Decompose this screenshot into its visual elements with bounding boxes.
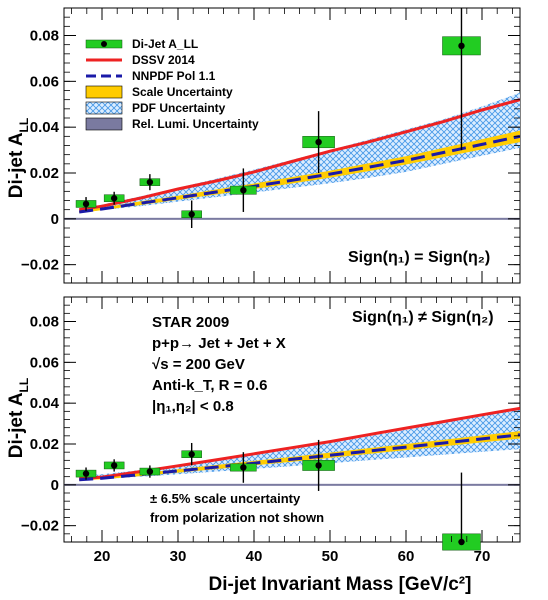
annotation-line: STAR 2009	[152, 314, 229, 331]
top-y-tick-label: 0.08	[30, 28, 59, 45]
top-dssv-curve	[78, 98, 520, 212]
bottom-sign-label: Sign(η₁) ≠ Sign(η₂)	[352, 309, 494, 326]
bottom-y-tick-label: 0.02	[30, 436, 59, 453]
annotation-line: |η₁,η₂| < 0.8	[152, 398, 234, 415]
legend-swatch-scale	[85, 85, 123, 99]
experiment-annotation: STAR 2009 p+p→ Jet + Jet + X √s = 200 GeV A…	[152, 314, 286, 415]
bottom-data-point	[302, 439, 335, 491]
bottom-nnpdf-curve	[79, 433, 520, 482]
top-y-tick-label: 0	[51, 211, 59, 228]
top-marker	[458, 42, 465, 50]
top-marker	[240, 186, 247, 194]
bottom-y-tick-label: 0.08	[30, 314, 59, 331]
bottom-data-point	[230, 452, 257, 483]
legend-label: NNPDF Pol 1.1	[132, 69, 216, 83]
top-marker	[146, 178, 154, 186]
annotation-line: √s = 200 GeV	[152, 356, 245, 373]
bottom-marker	[82, 470, 90, 477]
bottom-data-point	[139, 465, 161, 478]
top-data-point	[181, 200, 202, 228]
legend-entry: Di-Jet A_LL	[85, 37, 198, 51]
top-data-point	[302, 111, 335, 173]
top-y-axis-title: Di-jet ALL	[6, 118, 31, 198]
bottom-scale-uncertainty-band	[79, 431, 520, 481]
top-y-tick-label: 0.06	[30, 73, 59, 90]
x-tick-label: 20	[94, 548, 111, 565]
x-tick-label: 30	[170, 548, 187, 565]
bottom-marker	[110, 462, 118, 469]
legend-entry: Rel. Lumi. Uncertainty	[85, 117, 259, 131]
legend-label: DSSV 2014	[132, 53, 195, 67]
annotation-line: Anti-k_T, R = 0.6	[152, 377, 267, 394]
x-tick-label: 70	[474, 548, 491, 565]
bottom-data-point	[103, 459, 125, 472]
x-tick-label: 40	[246, 548, 263, 565]
bottom-y-tick-label: 0	[51, 477, 59, 494]
annotation-line: p+p→ Jet + Jet + X	[152, 335, 286, 352]
bottom-data-point	[75, 467, 97, 480]
top-y-tick-label: 0.04	[30, 119, 60, 136]
legend-entry: Scale Uncertainty	[85, 85, 233, 99]
top-sign-label: Sign(η₁) = Sign(η₂)	[348, 249, 490, 266]
top-legend: Di-Jet A_LL DSSV 2014 NNPDF Pol 1.1 Scale U…	[85, 37, 259, 131]
top-marker	[82, 200, 90, 208]
legend-marker	[101, 41, 107, 47]
legend-swatch-lumi	[85, 117, 123, 131]
bottom-marker	[188, 451, 195, 458]
legend-label: PDF Uncertainty	[132, 101, 226, 115]
top-data-point	[230, 168, 257, 212]
bottom-marker	[315, 462, 322, 469]
top-data-point	[442, 8, 481, 151]
bottom-rel-lumi-band	[64, 483, 520, 486]
top-rel-lumi-band	[64, 217, 520, 220]
top-marker	[110, 195, 118, 202]
bottom-y-tick-label: 0.04	[30, 395, 60, 412]
legend-swatch-pdf	[85, 101, 123, 115]
legend-label: Rel. Lumi. Uncertainty	[132, 117, 259, 131]
legend-label: Di-Jet A_LL	[132, 37, 198, 51]
top-data-point	[75, 197, 97, 211]
bottom-y-tick-label: −0.02	[21, 518, 59, 535]
note-line: from polarization not shown	[150, 510, 324, 525]
note-line: ± 6.5% scale uncertainty	[150, 491, 301, 506]
x-tick-label: 60	[398, 548, 415, 565]
bottom-plot-frame	[63, 296, 521, 543]
top-nnpdf-curve	[79, 134, 520, 214]
top-y-tick-label: 0.02	[30, 165, 59, 182]
polarization-note: ± 6.5% scale uncertainty from polarizatio…	[150, 491, 324, 525]
top-panel: −0.02 0 0.02 0.04 0.06 0.08 Di-jet ALL Di-Jet…	[6, 7, 521, 284]
legend-entry: DSSV 2014	[86, 53, 195, 67]
legend-label: Scale Uncertainty	[132, 85, 233, 99]
top-marker	[188, 211, 195, 218]
bottom-marker	[240, 464, 247, 471]
bottom-y-tick-label: 0.06	[30, 354, 59, 371]
x-axis-title: Di-jet Invariant Mass [GeV/c²]	[209, 574, 472, 595]
legend-entry: PDF Uncertainty	[85, 101, 226, 115]
bottom-data-point	[181, 442, 202, 466]
top-marker	[315, 138, 322, 146]
top-y-tick-label: −0.02	[21, 257, 59, 274]
bottom-marker	[146, 468, 154, 475]
legend-entry: NNPDF Pol 1.1	[86, 69, 216, 83]
bottom-marker	[458, 538, 465, 546]
bottom-panel: −0.02 0 0.02 0.04 0.06 0.08 20 30 40 50 60 70 Di-je…	[6, 296, 521, 595]
top-data-point	[103, 191, 125, 205]
bottom-y-axis-title: Di-jet ALL	[6, 378, 31, 458]
x-tick-label: 50	[322, 548, 339, 565]
top-data-point	[139, 174, 161, 191]
